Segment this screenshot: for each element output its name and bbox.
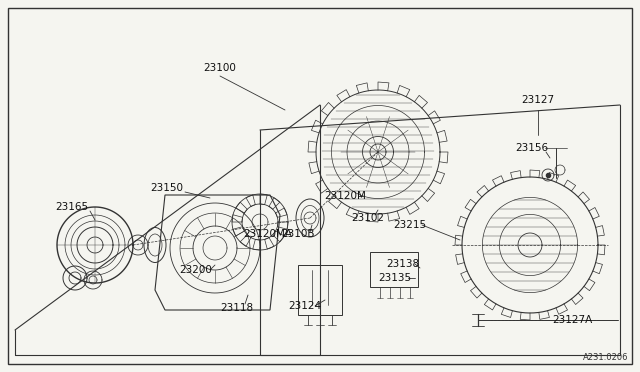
- Text: 23102: 23102: [351, 213, 385, 223]
- Text: A231:0206: A231:0206: [582, 353, 628, 362]
- Text: 2310B: 2310B: [281, 229, 315, 239]
- Text: 23127: 23127: [522, 95, 555, 105]
- Text: 23127A: 23127A: [552, 315, 592, 325]
- Text: 23200: 23200: [180, 265, 212, 275]
- Text: 23120M: 23120M: [324, 191, 366, 201]
- Text: 23135: 23135: [378, 273, 412, 283]
- Text: 23156: 23156: [515, 143, 548, 153]
- Text: 23138: 23138: [387, 259, 420, 269]
- Text: 23118: 23118: [220, 303, 253, 313]
- Text: 23165: 23165: [56, 202, 88, 212]
- Text: 23100: 23100: [204, 63, 236, 73]
- Bar: [298, 265, 342, 315]
- Bar: [370, 252, 418, 287]
- Text: 23124: 23124: [289, 301, 321, 311]
- Text: 23120MA: 23120MA: [243, 229, 292, 239]
- Text: 23215: 23215: [394, 220, 427, 230]
- Text: 23150: 23150: [150, 183, 184, 193]
